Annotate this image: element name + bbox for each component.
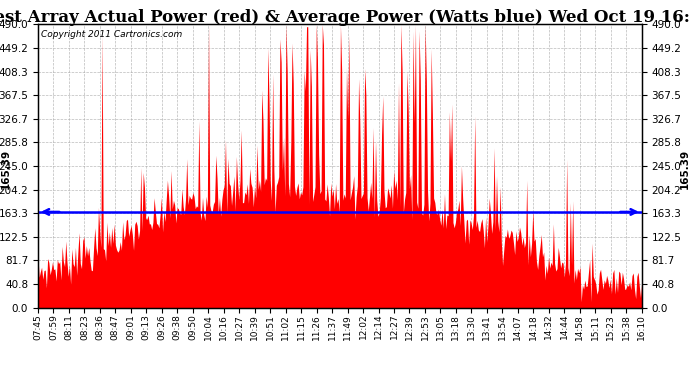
Text: Copyright 2011 Cartronics.com: Copyright 2011 Cartronics.com	[41, 30, 182, 39]
Text: West Array Actual Power (red) & Average Power (Watts blue) Wed Oct 19 16:49: West Array Actual Power (red) & Average …	[0, 9, 690, 26]
Text: 165.39: 165.39	[1, 148, 10, 189]
Text: 165.39: 165.39	[680, 148, 690, 189]
